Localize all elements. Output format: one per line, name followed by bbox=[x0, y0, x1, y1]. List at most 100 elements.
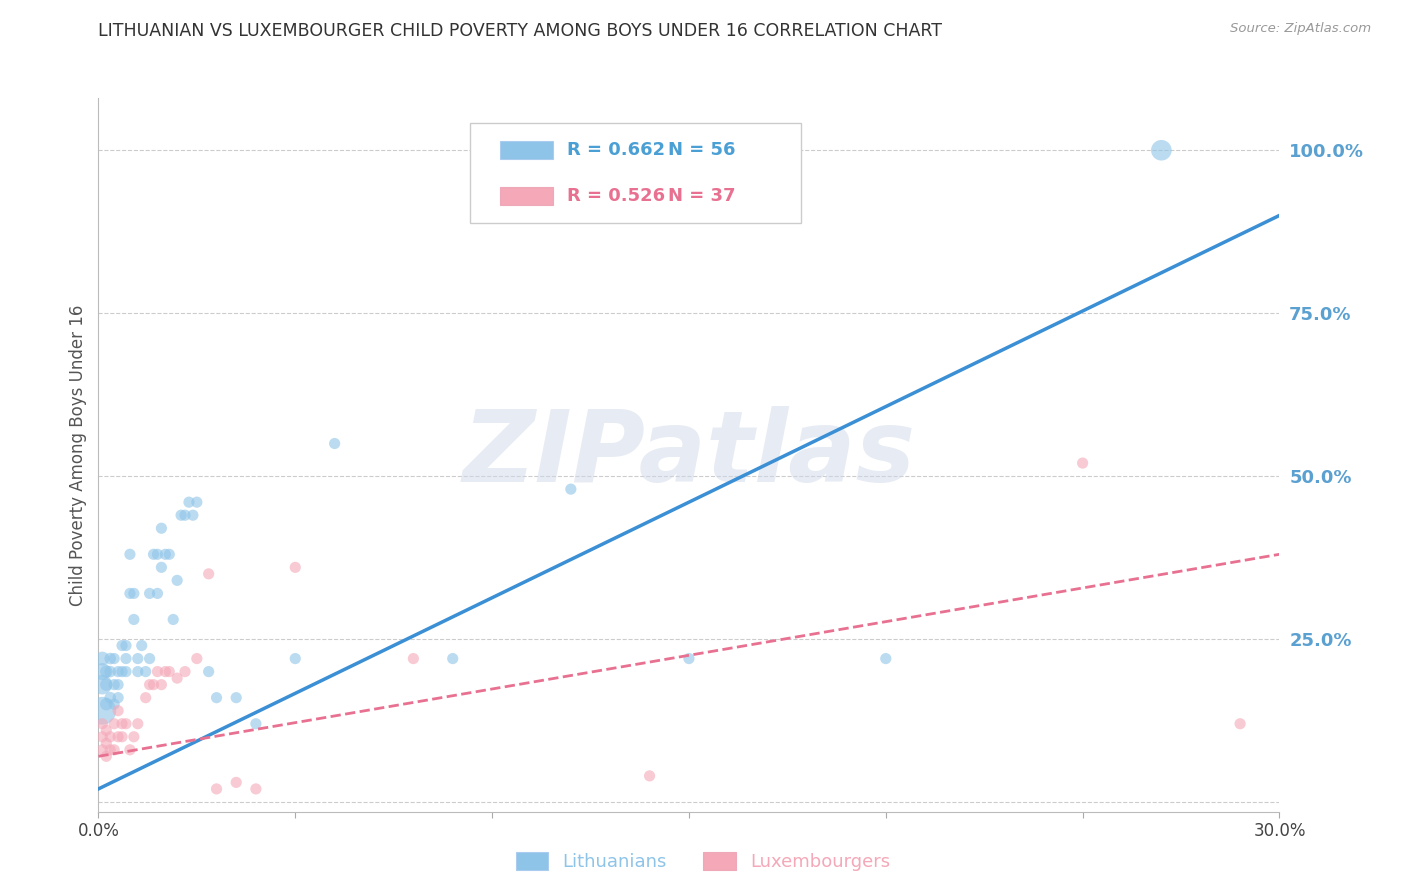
Point bbox=[875, 651, 897, 665]
Text: N = 56: N = 56 bbox=[668, 141, 735, 159]
Point bbox=[174, 508, 197, 523]
Point bbox=[111, 730, 134, 744]
Point bbox=[323, 436, 346, 450]
Point bbox=[166, 574, 188, 588]
Point bbox=[103, 651, 125, 665]
Point bbox=[96, 697, 118, 711]
Point bbox=[177, 495, 200, 509]
Point bbox=[1229, 716, 1251, 731]
Point bbox=[103, 716, 125, 731]
Point bbox=[91, 665, 114, 679]
Point bbox=[91, 743, 114, 757]
Text: Source: ZipAtlas.com: Source: ZipAtlas.com bbox=[1230, 22, 1371, 36]
Point bbox=[205, 690, 228, 705]
Point bbox=[142, 547, 165, 561]
Point bbox=[127, 651, 149, 665]
Point bbox=[150, 521, 173, 535]
Point bbox=[96, 736, 118, 750]
Point bbox=[122, 586, 145, 600]
Point bbox=[138, 678, 160, 692]
Point bbox=[197, 665, 219, 679]
Y-axis label: Child Poverty Among Boys Under 16: Child Poverty Among Boys Under 16 bbox=[69, 304, 87, 606]
Point bbox=[1150, 143, 1173, 157]
Point bbox=[107, 665, 129, 679]
Point bbox=[118, 586, 141, 600]
Text: N = 37: N = 37 bbox=[668, 187, 735, 205]
Point bbox=[98, 743, 121, 757]
Point bbox=[138, 586, 160, 600]
Point bbox=[96, 723, 118, 738]
Point bbox=[205, 781, 228, 796]
Point bbox=[115, 639, 138, 653]
Point bbox=[91, 704, 114, 718]
Point bbox=[402, 651, 425, 665]
Point bbox=[135, 665, 157, 679]
Point bbox=[96, 665, 118, 679]
Point bbox=[103, 697, 125, 711]
Point bbox=[1071, 456, 1094, 470]
Point bbox=[107, 704, 129, 718]
Point bbox=[146, 547, 169, 561]
Point bbox=[150, 678, 173, 692]
Point bbox=[122, 730, 145, 744]
FancyBboxPatch shape bbox=[501, 141, 553, 159]
Point bbox=[225, 775, 247, 789]
Point bbox=[118, 743, 141, 757]
FancyBboxPatch shape bbox=[471, 123, 801, 223]
Point bbox=[245, 781, 267, 796]
Point bbox=[118, 547, 141, 561]
Point bbox=[225, 690, 247, 705]
Point bbox=[91, 730, 114, 744]
Text: LITHUANIAN VS LUXEMBOURGER CHILD POVERTY AMONG BOYS UNDER 16 CORRELATION CHART: LITHUANIAN VS LUXEMBOURGER CHILD POVERTY… bbox=[98, 22, 942, 40]
Point bbox=[560, 482, 582, 496]
Point bbox=[166, 671, 188, 685]
Point bbox=[245, 716, 267, 731]
Point bbox=[122, 612, 145, 626]
Point bbox=[107, 690, 129, 705]
Text: R = 0.662: R = 0.662 bbox=[567, 141, 665, 159]
Point bbox=[103, 678, 125, 692]
Point bbox=[127, 665, 149, 679]
Point bbox=[115, 651, 138, 665]
Point bbox=[186, 495, 208, 509]
Point bbox=[107, 730, 129, 744]
Point bbox=[91, 716, 114, 731]
Point bbox=[157, 547, 180, 561]
Point bbox=[186, 651, 208, 665]
Point bbox=[111, 716, 134, 731]
Point bbox=[638, 769, 661, 783]
Point bbox=[284, 560, 307, 574]
Point bbox=[155, 665, 177, 679]
Point bbox=[162, 612, 184, 626]
Point bbox=[170, 508, 193, 523]
Point bbox=[107, 678, 129, 692]
Point bbox=[150, 560, 173, 574]
Point bbox=[174, 665, 197, 679]
Point bbox=[96, 678, 118, 692]
Point bbox=[197, 566, 219, 581]
Point bbox=[98, 651, 121, 665]
Point bbox=[142, 678, 165, 692]
Point bbox=[181, 508, 204, 523]
Point bbox=[131, 639, 153, 653]
Point bbox=[115, 665, 138, 679]
Point bbox=[111, 665, 134, 679]
Point bbox=[441, 651, 464, 665]
Point bbox=[103, 743, 125, 757]
Point bbox=[284, 651, 307, 665]
FancyBboxPatch shape bbox=[501, 187, 553, 205]
Text: R = 0.526: R = 0.526 bbox=[567, 187, 665, 205]
Point bbox=[146, 665, 169, 679]
Point bbox=[146, 586, 169, 600]
Point bbox=[91, 651, 114, 665]
Legend: Lithuanians, Luxembourgers: Lithuanians, Luxembourgers bbox=[509, 845, 897, 879]
Point bbox=[98, 690, 121, 705]
Point bbox=[115, 716, 138, 731]
Point bbox=[98, 665, 121, 679]
Point bbox=[138, 651, 160, 665]
Point bbox=[111, 639, 134, 653]
Point bbox=[155, 547, 177, 561]
Point bbox=[157, 665, 180, 679]
Text: ZIPatlas: ZIPatlas bbox=[463, 407, 915, 503]
Point bbox=[135, 690, 157, 705]
